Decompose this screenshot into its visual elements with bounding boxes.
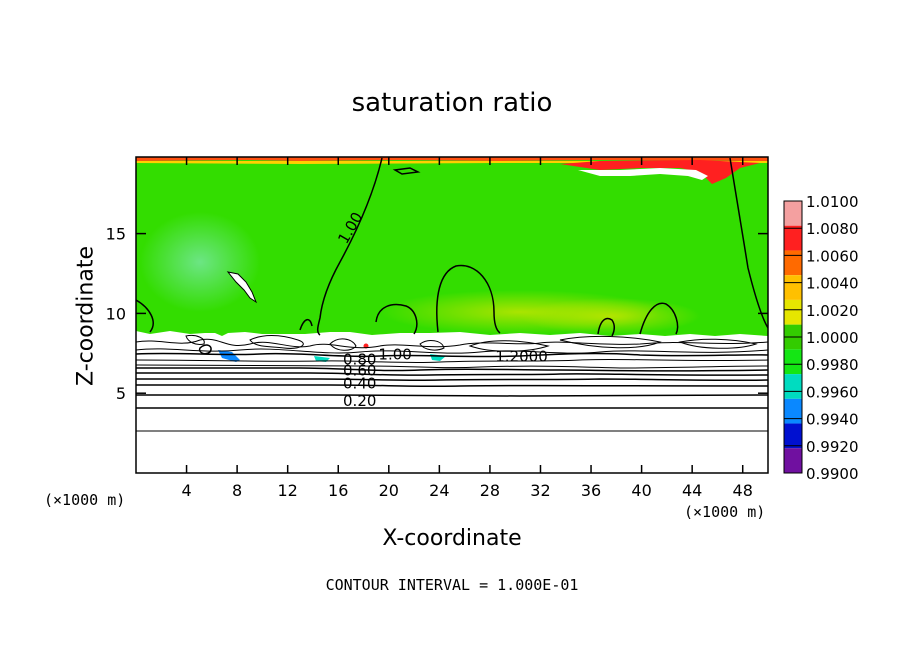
top-right-white bbox=[578, 168, 708, 180]
supersaturated-haze-2 bbox=[520, 298, 700, 334]
contour-label: 0.40 bbox=[343, 374, 376, 392]
y-tick-label: 15 bbox=[106, 225, 126, 244]
contour-label: 0.80 bbox=[343, 350, 376, 368]
y-axis-label-text: Z-coordinate bbox=[73, 246, 99, 386]
y-tick-label: 5 bbox=[116, 384, 126, 403]
colorbar-label: 1.0020 bbox=[806, 302, 859, 320]
colorbar-swatch bbox=[784, 398, 802, 424]
contours-lower bbox=[136, 352, 768, 432]
x-tick-label: 12 bbox=[278, 481, 298, 500]
x-tick-label: 48 bbox=[733, 481, 753, 500]
colorbar-label: 0.9900 bbox=[806, 465, 859, 483]
colorbar-swatch bbox=[784, 201, 802, 226]
x-tick-label: 16 bbox=[328, 481, 348, 500]
contour-label: 0.60 bbox=[343, 362, 376, 380]
top-right-blob bbox=[560, 160, 760, 184]
colorbar-label: 1.0080 bbox=[806, 220, 859, 238]
x-axis: 4 8 12 16 20 24 28 32 36 40 44 48 bbox=[181, 157, 753, 500]
colorbar: 1.0100 1.0080 1.0060 1.0040 1.0020 1.0000 0.99… bbox=[783, 193, 859, 483]
x-tick-label: 32 bbox=[530, 481, 550, 500]
x-tick-label: 44 bbox=[682, 481, 702, 500]
chart-title: saturation ratio bbox=[351, 88, 553, 118]
x-axis-label: X-coordinate bbox=[382, 526, 522, 551]
colorbar-label: 1.0040 bbox=[806, 275, 859, 293]
top-strip-red bbox=[136, 157, 768, 161]
colorbar-swatch bbox=[784, 275, 802, 300]
plot-frame bbox=[135, 156, 769, 474]
colorbar-swatch bbox=[784, 250, 802, 276]
x-tick-label: 8 bbox=[232, 481, 242, 500]
white-island bbox=[226, 271, 258, 304]
subsaturated-haze bbox=[140, 212, 260, 312]
colorbar-label: 0.9940 bbox=[806, 411, 859, 429]
x-tick-label: 28 bbox=[480, 481, 500, 500]
x-unit-label: (×1000 m) bbox=[684, 503, 766, 521]
x-tick-label: 36 bbox=[581, 481, 601, 500]
colorbar-swatch bbox=[784, 225, 802, 251]
x-tick-label: 20 bbox=[379, 481, 399, 500]
colorbar-label: 1.0100 bbox=[806, 193, 859, 211]
x-tick-label: 24 bbox=[429, 481, 449, 500]
plot-area bbox=[136, 157, 768, 473]
blue-patch bbox=[218, 350, 240, 362]
x-tick-label: 40 bbox=[631, 481, 651, 500]
colorbar-label: 0.9920 bbox=[806, 438, 859, 456]
colorbar-label: 1.0060 bbox=[806, 247, 859, 265]
colorbar-swatch bbox=[784, 423, 802, 449]
colorbar-label: 0.9980 bbox=[806, 356, 859, 374]
y-axis: 5 10 15 bbox=[106, 225, 768, 403]
colorbar-swatch bbox=[784, 299, 802, 325]
contour-label: 0.20 bbox=[343, 392, 376, 410]
y-unit-label: (×1000 m) bbox=[44, 491, 126, 509]
contour-label: 1.2000 bbox=[495, 347, 548, 365]
colorbar-swatch bbox=[784, 448, 802, 473]
colorbar-label: 0.9960 bbox=[806, 383, 859, 401]
saturated-region bbox=[136, 157, 768, 336]
colorbar-swatch bbox=[784, 349, 802, 375]
x-tick-label: 4 bbox=[181, 481, 191, 500]
contour-label: 1.00 bbox=[378, 346, 411, 364]
colorbar-label: 1.0000 bbox=[806, 329, 859, 347]
contour-interval-note: CONTOUR INTERVAL = 1.000E-01 bbox=[325, 576, 579, 594]
colorbar-swatch bbox=[784, 374, 802, 399]
y-tick-label: 10 bbox=[106, 304, 126, 323]
contours-interface bbox=[136, 335, 768, 354]
